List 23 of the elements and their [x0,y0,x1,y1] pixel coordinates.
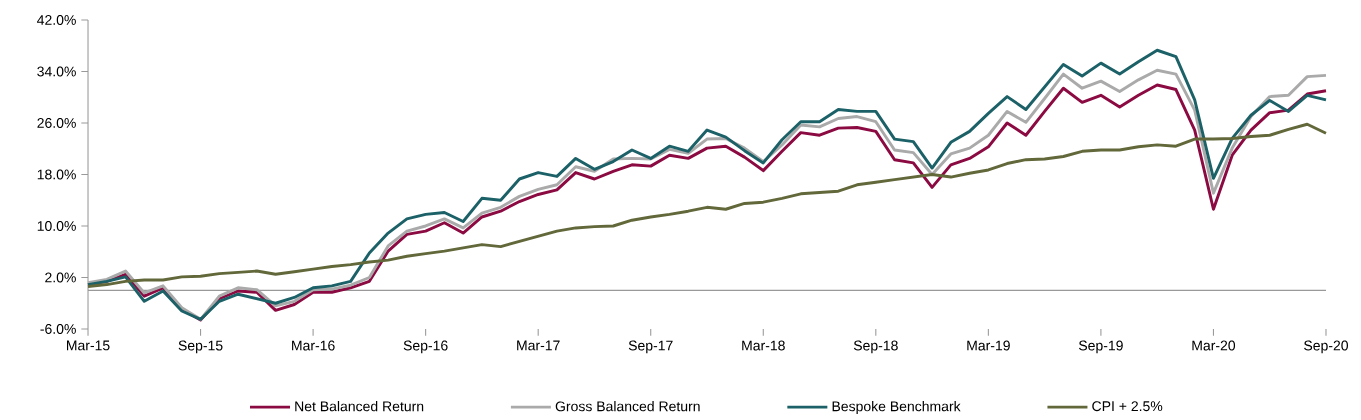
x-tick-label: Sep-17 [628,340,673,354]
x-tick-label: Mar-16 [292,340,335,351]
x-tick-label: Mar-18 [742,340,785,351]
x-tick-label: Mar-19 [967,340,1010,351]
legend-label: Gross Balanced Return [555,401,700,412]
y-tick-label: 10.0% [37,221,76,231]
x-tick-label: Mar-20 [1192,340,1236,351]
y-tick-label: 26.0% [37,118,76,128]
x-tick-label: Sep-19 [1078,340,1123,354]
legend-label: Net Balanced Return [295,401,424,412]
legend-label: Bespoke Benchmark [832,401,961,415]
x-tick-label: Sep-18 [853,340,898,354]
y-tick-label: -6.0% [40,324,76,334]
legend-label: CPI + 2.5% [1092,401,1163,412]
x-tick-label: Mar-15 [66,340,110,351]
x-tick-label: Sep-15 [178,340,223,354]
x-tick-label: Mar-17 [517,340,560,351]
y-tick-label: 42.0% [37,15,76,25]
x-tick-label: Sep-16 [403,340,448,354]
y-tick-label: 34.0% [37,66,76,77]
x-tick-label: Sep-20 [1304,340,1349,354]
y-tick-label: 2.0% [45,272,76,283]
y-tick-label: 18.0% [37,169,76,180]
